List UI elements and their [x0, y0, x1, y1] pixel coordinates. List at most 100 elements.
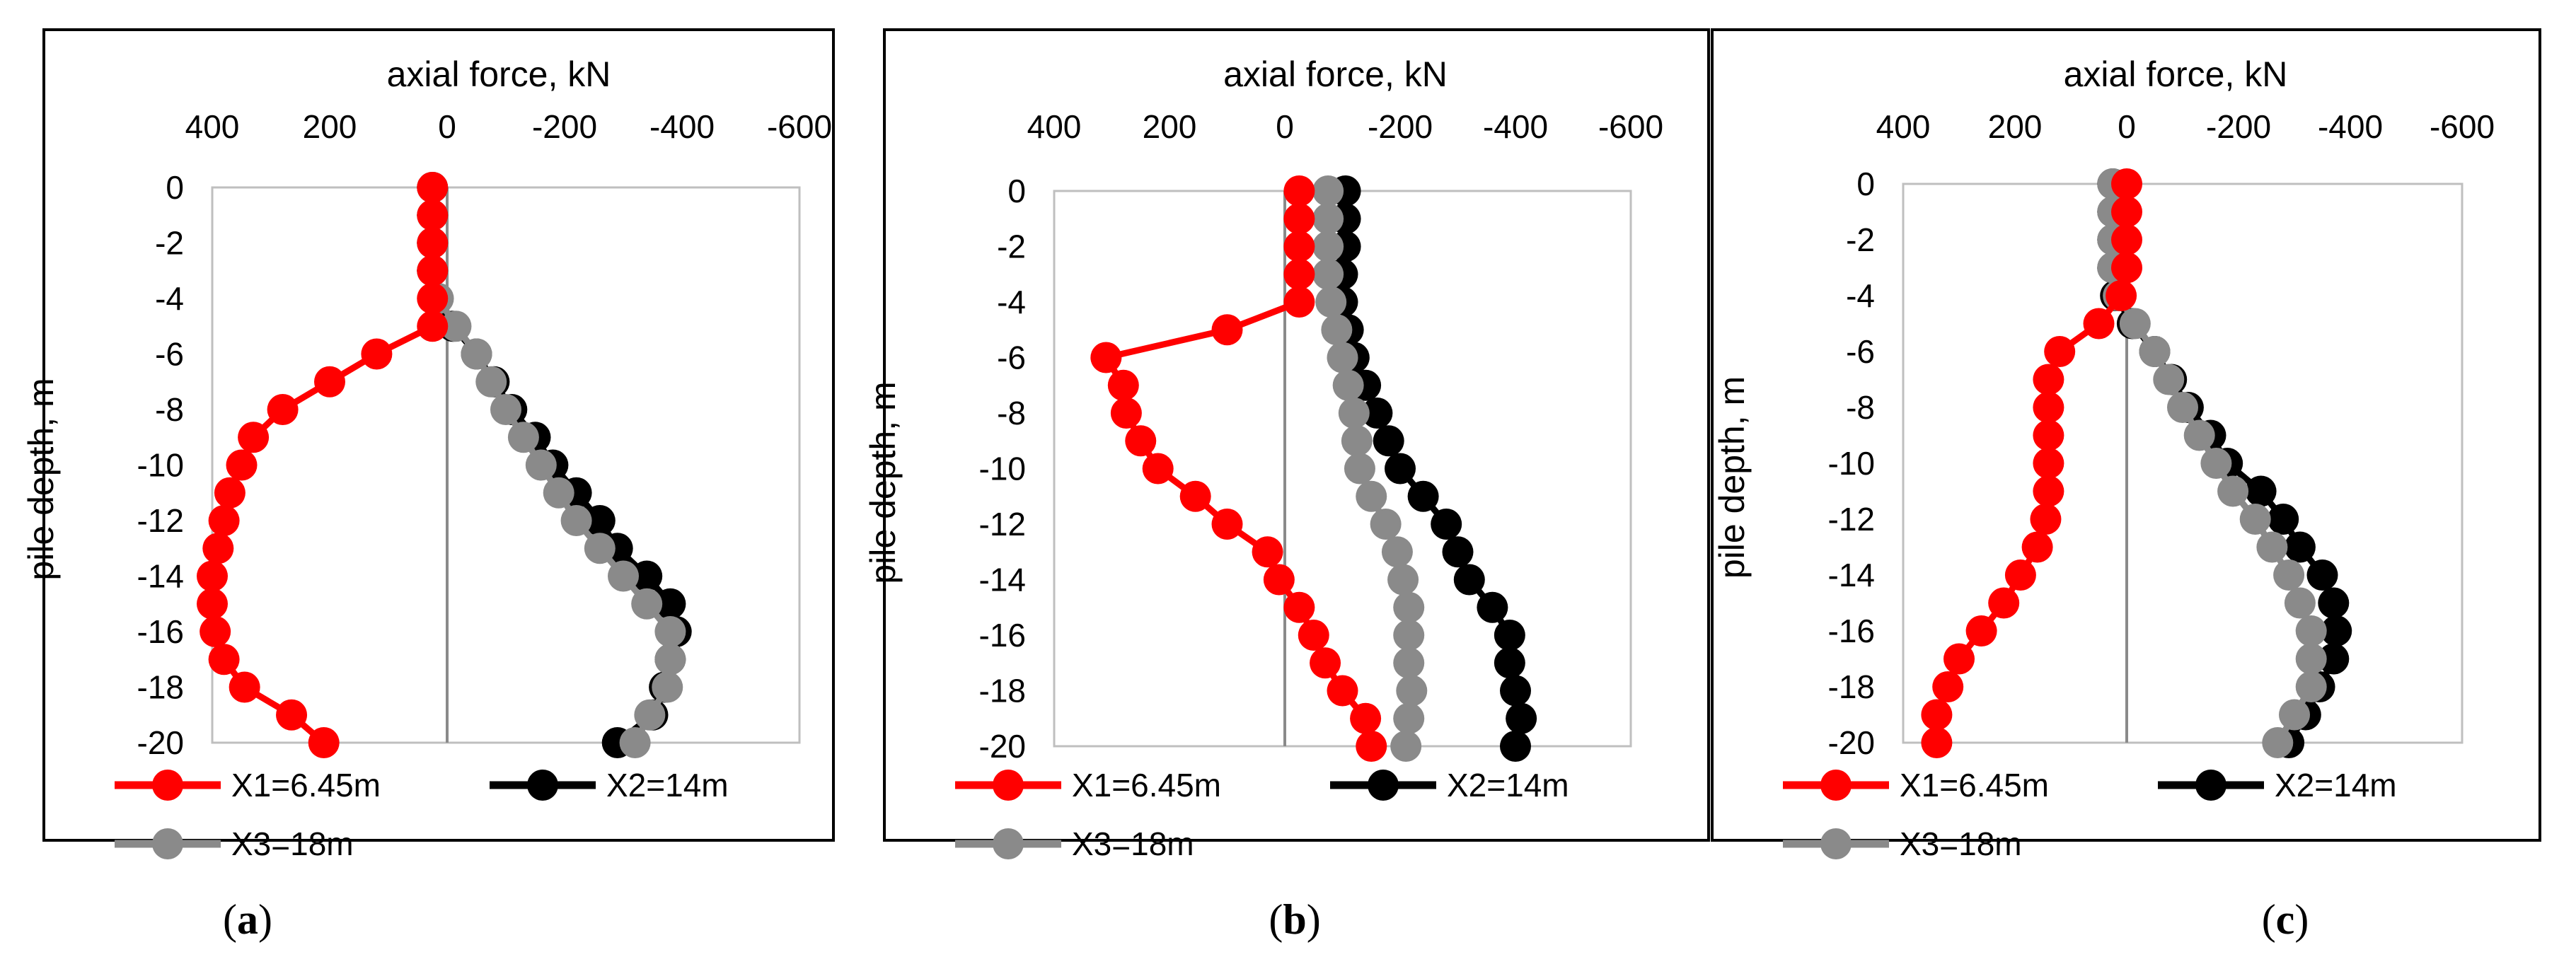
data-point-x2	[1453, 564, 1485, 596]
panel-caption: (c)	[2262, 896, 2309, 943]
data-point-x1	[1310, 647, 1341, 679]
legend-swatch-marker	[2195, 770, 2226, 801]
y-tick-label: -4	[155, 280, 184, 317]
y-tick-label: -8	[997, 395, 1026, 431]
data-point-x1	[1921, 699, 1953, 731]
legend-item-x1: X1=6.45m	[115, 767, 381, 804]
data-point-x3	[1315, 286, 1347, 318]
data-point-x3	[1393, 702, 1425, 734]
data-point-x1	[1965, 615, 1997, 646]
data-point-x3	[560, 505, 592, 536]
data-point-x1	[2033, 448, 2064, 479]
x-tick-label: -200	[532, 108, 597, 145]
y-tick-label: -20	[979, 728, 1026, 765]
legend-swatch-marker	[152, 828, 183, 859]
legend-item-x2: X2=14m	[2158, 767, 2397, 804]
data-point-x2	[1407, 480, 1439, 512]
data-point-x2	[2245, 475, 2277, 507]
data-point-x1	[1252, 536, 1283, 568]
y-tick-label: 0	[1007, 173, 1026, 209]
legend-item-x1: X1=6.45m	[1783, 767, 2049, 804]
data-point-x3	[525, 449, 557, 481]
data-point-x1	[2033, 392, 2064, 423]
panel-caption: (b)	[1269, 896, 1320, 943]
data-point-x3	[1387, 564, 1419, 596]
data-point-x2	[1494, 647, 1525, 679]
legend-label: X2=14m	[1447, 767, 1569, 804]
data-point-x1	[2111, 224, 2142, 255]
data-point-x1	[197, 588, 228, 620]
data-point-x3	[1341, 425, 1373, 457]
data-point-x1	[1943, 643, 1975, 675]
data-point-x1	[202, 533, 234, 564]
x-tick-label: 400	[1876, 108, 1931, 145]
data-point-x1	[417, 172, 449, 203]
data-point-x3	[1312, 203, 1344, 235]
x-axis-title: axial force, kN	[2064, 54, 2288, 94]
data-point-x1	[2106, 280, 2137, 311]
data-point-x1	[267, 394, 299, 425]
y-tick-label: -6	[155, 336, 184, 373]
data-point-x3	[1390, 731, 1422, 762]
legend-label: X1=6.45m	[1900, 767, 2049, 804]
data-point-x3	[507, 422, 539, 453]
data-point-x3	[1393, 591, 1425, 623]
data-point-x1	[417, 283, 449, 314]
x-tick-label: -600	[2430, 108, 2495, 145]
data-point-x2	[1477, 591, 1508, 623]
legend: X1=6.45m X2=14m X3=18m	[1783, 767, 2397, 862]
data-point-x3	[1338, 398, 1370, 429]
y-tick-label: -6	[997, 340, 1026, 376]
legend-item-x2: X2=14m	[1330, 767, 1569, 804]
data-point-x2	[631, 560, 663, 592]
legend-item-x3: X3=18m	[955, 825, 1194, 862]
x-tick-label: 400	[1027, 108, 1082, 145]
data-point-x1	[1283, 231, 1315, 262]
data-point-x1	[1356, 731, 1387, 762]
data-point-x3	[1332, 369, 1364, 401]
plot-area	[211, 186, 801, 744]
data-point-x3	[2295, 615, 2327, 646]
data-point-x3	[1381, 536, 1413, 568]
legend: X1=6.45m X2=14m X3=18m	[115, 767, 729, 862]
data-point-x3	[490, 394, 521, 425]
y-tick-label: -16	[1828, 613, 1875, 649]
data-point-x3	[2217, 475, 2249, 507]
x-tick-label: 400	[185, 108, 240, 145]
x-tick-label: 200	[1988, 108, 2043, 145]
y-tick-label: -18	[137, 669, 184, 706]
y-tick-label: -14	[1828, 557, 1875, 593]
x-tick-label: 0	[1276, 108, 1294, 145]
x-tick-label: -600	[1598, 108, 1663, 145]
y-tick-label: 0	[166, 169, 184, 206]
data-point-x3	[2239, 504, 2271, 535]
data-point-x1	[1125, 425, 1157, 457]
data-point-x3	[654, 616, 686, 647]
data-point-x1	[2111, 252, 2142, 284]
y-tick-label: -18	[979, 673, 1026, 709]
data-point-x1	[1263, 564, 1295, 596]
data-point-x3	[475, 366, 507, 398]
data-point-x3	[1312, 258, 1344, 290]
data-point-x3	[608, 560, 639, 592]
x-tick-label: -400	[1483, 108, 1548, 145]
data-point-x3	[543, 477, 574, 509]
y-tick-label: -4	[997, 284, 1026, 320]
data-point-x2	[2318, 643, 2350, 675]
y-tick-label: -10	[979, 451, 1026, 487]
legend-label: X3=18m	[231, 825, 354, 862]
data-point-x3	[1321, 314, 1353, 346]
data-point-x3	[2284, 587, 2316, 619]
data-point-x3	[1312, 231, 1344, 262]
data-point-x1	[2030, 504, 2062, 535]
data-point-x1	[1283, 286, 1315, 318]
y-tick-label: -20	[137, 724, 184, 761]
data-point-x1	[2021, 531, 2053, 563]
data-point-x1	[1142, 453, 1174, 485]
y-tick-label: -16	[137, 613, 184, 650]
data-point-x2	[2284, 531, 2316, 563]
data-point-x3	[1370, 509, 1402, 540]
data-point-x3	[1344, 453, 1375, 485]
legend-swatch-marker	[152, 770, 183, 801]
y-tick-label: -14	[979, 562, 1026, 598]
